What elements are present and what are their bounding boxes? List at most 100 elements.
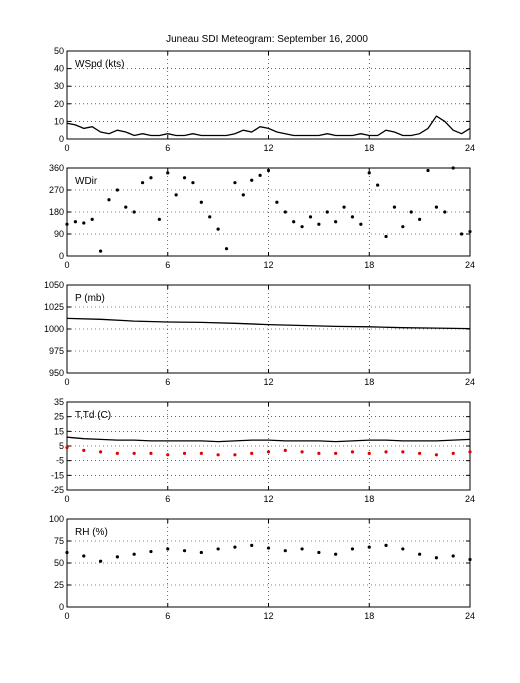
y-tick-label: 90 bbox=[54, 229, 64, 239]
data-point bbox=[233, 545, 237, 549]
data-point bbox=[266, 450, 271, 454]
data-point bbox=[250, 178, 254, 182]
data-point bbox=[73, 220, 77, 224]
data-point bbox=[384, 543, 388, 548]
data-point bbox=[216, 547, 220, 551]
data-point bbox=[233, 453, 237, 457]
data-point bbox=[308, 215, 313, 219]
data-point bbox=[65, 222, 69, 226]
panel-1: 0 90 180 270 360 0 6 12 18 24 WDir bbox=[49, 163, 475, 270]
data-point bbox=[140, 181, 145, 185]
y-tick-label: 0 bbox=[59, 134, 64, 144]
data-point bbox=[124, 205, 128, 209]
data-point bbox=[266, 546, 271, 550]
y-tick-label: 30 bbox=[54, 81, 64, 91]
x-tick-label: 12 bbox=[263, 494, 273, 504]
data-point bbox=[292, 220, 296, 224]
data-point bbox=[426, 168, 430, 173]
panel-4: 0 25 50 75 100 0 6 12 18 24 RH (%) bbox=[49, 514, 475, 621]
data-point bbox=[275, 200, 279, 204]
data-point bbox=[191, 181, 195, 185]
x-tick-label: 24 bbox=[465, 611, 475, 621]
x-tick-label: 24 bbox=[465, 143, 475, 153]
data-point bbox=[250, 451, 254, 455]
y-tick-label: 360 bbox=[49, 163, 64, 173]
data-point bbox=[157, 217, 161, 221]
series-line bbox=[66, 115, 471, 137]
data-point bbox=[468, 450, 472, 454]
data-point bbox=[216, 453, 220, 457]
figure-title: Juneau SDI Meteogram: September 16, 2000 bbox=[166, 34, 368, 45]
panel-label: RH (%) bbox=[75, 527, 108, 538]
data-point bbox=[115, 555, 119, 559]
y-tick-label: 25 bbox=[54, 580, 64, 590]
data-point bbox=[82, 448, 86, 452]
panel-0: 0 10 20 30 40 50 0 6 12 18 24 WSpd (kts) bbox=[54, 46, 475, 153]
y-tick-label: 950 bbox=[49, 368, 64, 378]
data-point bbox=[283, 210, 287, 214]
y-tick-label: 50 bbox=[54, 558, 64, 568]
data-point bbox=[65, 550, 69, 555]
data-point bbox=[149, 176, 153, 180]
data-point bbox=[174, 193, 178, 197]
data-point bbox=[392, 205, 397, 209]
x-tick-label: 0 bbox=[64, 377, 69, 387]
data-point bbox=[224, 247, 229, 251]
data-point bbox=[317, 550, 321, 555]
data-point bbox=[418, 552, 422, 556]
y-tick-label: 10 bbox=[54, 116, 64, 126]
y-tick-label: 40 bbox=[54, 64, 64, 74]
panel-label: T,Td (C) bbox=[75, 410, 111, 421]
y-tick-label: 20 bbox=[54, 99, 64, 109]
data-point bbox=[132, 210, 136, 214]
y-tick-label: 25 bbox=[54, 412, 64, 422]
x-tick-label: 18 bbox=[364, 494, 374, 504]
data-point bbox=[300, 225, 304, 229]
data-point bbox=[418, 217, 422, 221]
data-point bbox=[149, 549, 153, 554]
x-tick-label: 12 bbox=[263, 260, 273, 270]
x-tick-label: 18 bbox=[364, 377, 374, 387]
x-tick-label: 18 bbox=[364, 260, 374, 270]
y-tick-label: 180 bbox=[49, 207, 64, 217]
data-point bbox=[115, 188, 119, 192]
data-point bbox=[182, 549, 187, 553]
y-tick-label: 35 bbox=[54, 397, 64, 407]
x-tick-label: 0 bbox=[64, 143, 69, 153]
data-point bbox=[334, 451, 338, 455]
data-point bbox=[182, 176, 187, 180]
data-point bbox=[401, 225, 405, 229]
y-tick-label: 100 bbox=[49, 514, 64, 524]
x-tick-label: 6 bbox=[165, 377, 170, 387]
data-point bbox=[384, 234, 388, 239]
data-point bbox=[317, 222, 321, 226]
data-point bbox=[216, 227, 220, 231]
data-point bbox=[367, 545, 371, 549]
data-point bbox=[401, 450, 405, 454]
data-point bbox=[367, 171, 371, 175]
data-point bbox=[409, 210, 413, 214]
panel-3: -25 -15 -5 5 15 25 35 0 6 12 18 24 T,Td (C) bbox=[51, 397, 475, 504]
data-point bbox=[350, 450, 355, 454]
data-point bbox=[376, 183, 380, 187]
x-tick-label: 6 bbox=[165, 260, 170, 270]
series-line bbox=[66, 317, 471, 330]
data-point bbox=[149, 451, 153, 455]
data-point bbox=[258, 173, 262, 177]
data-point bbox=[65, 445, 69, 450]
x-tick-label: 24 bbox=[465, 494, 475, 504]
x-tick-label: 24 bbox=[465, 377, 475, 387]
data-point bbox=[451, 554, 455, 558]
data-point bbox=[166, 547, 170, 551]
data-point bbox=[98, 249, 103, 253]
data-point bbox=[468, 557, 472, 562]
data-point bbox=[300, 450, 304, 454]
x-tick-label: 6 bbox=[165, 143, 170, 153]
data-point bbox=[283, 549, 287, 553]
y-tick-label: -15 bbox=[51, 470, 64, 480]
x-tick-label: 18 bbox=[364, 611, 374, 621]
data-point bbox=[325, 210, 329, 214]
data-point bbox=[283, 448, 287, 452]
y-tick-label: 1050 bbox=[44, 280, 64, 290]
data-point bbox=[132, 451, 136, 455]
